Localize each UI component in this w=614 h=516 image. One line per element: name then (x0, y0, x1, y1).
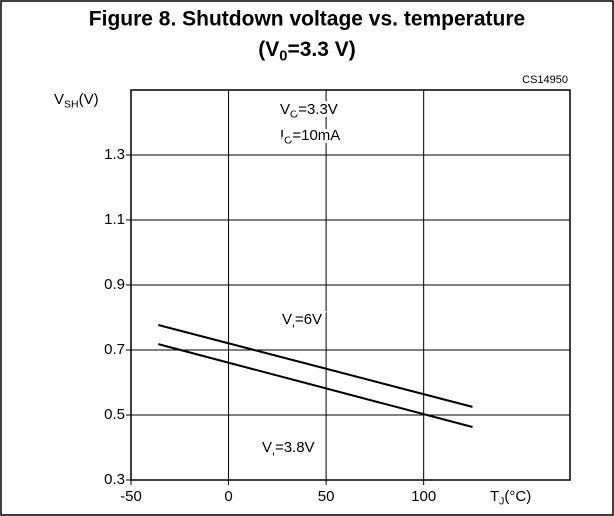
y-tick-label: 1.3 (104, 146, 125, 163)
chart-title: Figure 8. Shutdown voltage vs. temperatu… (89, 8, 525, 31)
series-label-sub: I (272, 446, 275, 458)
y-axis-label-main: V (54, 91, 64, 108)
series-label-main: V (282, 311, 292, 328)
x-tick-label: -50 (120, 488, 142, 505)
y-tick-label: 0.5 (104, 406, 125, 423)
series-line (158, 324, 473, 408)
chart-subtitle-sub: 0 (279, 48, 287, 64)
chart-subtitle: (V0=3.3 V) (258, 38, 355, 65)
condition-label-main: V (280, 101, 290, 118)
series-label-rest: =3.8V (275, 439, 315, 456)
y-tick-label: 0.9 (104, 276, 125, 293)
series-label: VI=3.8V (262, 439, 315, 458)
y-axis-label-sub: SH (64, 98, 79, 110)
x-tick-label: 50 (318, 488, 335, 505)
x-axis-label-sub: J (499, 495, 504, 507)
condition-label-main: I (280, 127, 284, 144)
y-axis-label-rest: (V) (79, 91, 99, 108)
chart-subtitle-main: (V (258, 38, 279, 61)
figure-code: CS14950 (522, 74, 568, 86)
series-label-sub: I (292, 318, 295, 330)
chart-subtitle-rest: =3.3 V) (287, 38, 355, 61)
y-axis-label: VSH(V) (54, 91, 99, 110)
series-label: VI=6V (282, 311, 322, 330)
y-tick-label: 1.1 (104, 211, 125, 228)
x-axis-label-main: T (490, 488, 499, 505)
condition-label-rest: =3.3V (298, 101, 338, 118)
condition-label: IO=10mA (280, 127, 340, 146)
x-tick-label: 0 (224, 488, 232, 505)
condition-label-sub: O (284, 134, 292, 146)
series-label-rest: =6V (295, 311, 322, 328)
condition-label-rest: =10mA (292, 127, 340, 144)
y-tick-label: 0.3 (104, 471, 125, 488)
x-axis-label-rest: (°C) (504, 488, 531, 505)
y-tick-label: 0.7 (104, 341, 125, 358)
x-tick-label: 100 (411, 488, 436, 505)
condition-label-sub: O (290, 108, 298, 120)
series-line (158, 343, 473, 428)
x-axis-label: TJ(°C) (490, 488, 531, 507)
series-label-main: V (262, 439, 272, 456)
condition-label: VO=3.3V (280, 101, 338, 120)
